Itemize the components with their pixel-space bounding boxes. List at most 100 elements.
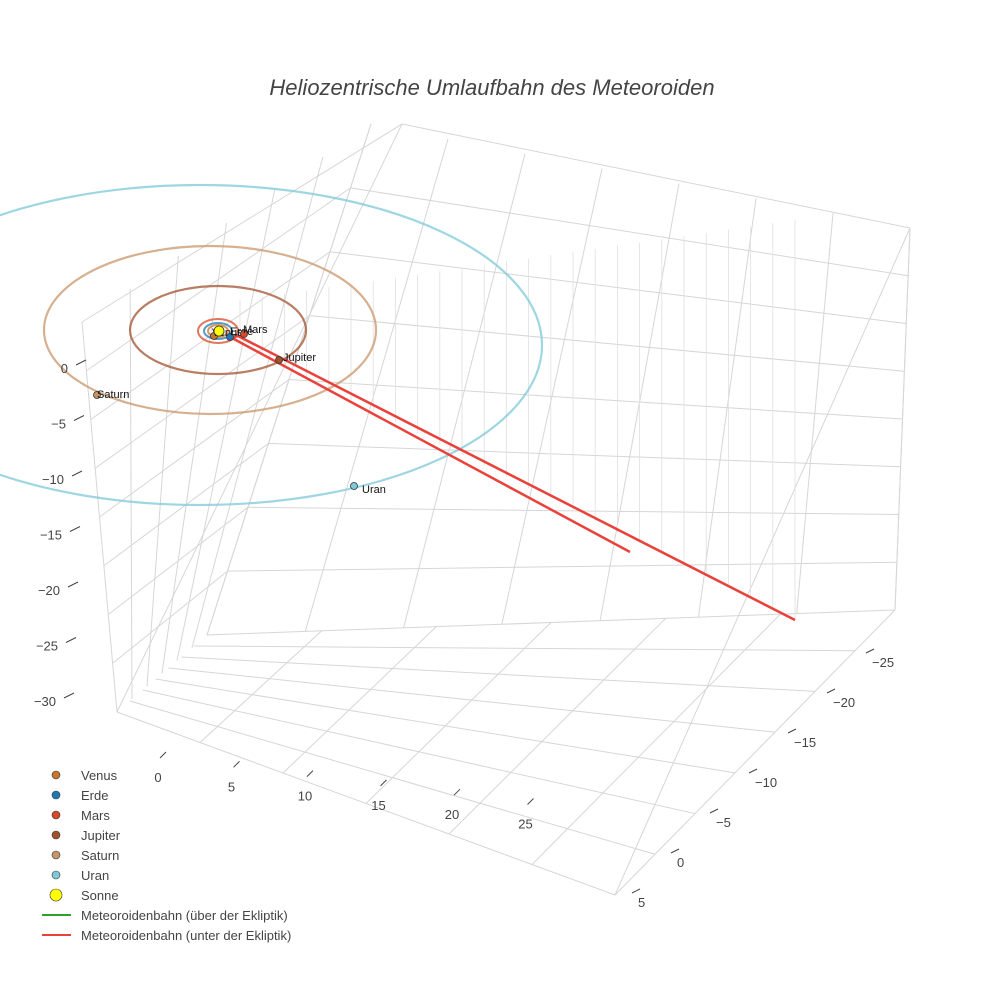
orbit-venus <box>207 324 229 338</box>
planet-label-jupiter: Jupiter <box>283 352 316 364</box>
legend-item: Meteoroidenbahn (unter der Ekliptik) <box>42 928 291 943</box>
z-tick-mark <box>69 526 81 532</box>
y-tick-mark <box>631 888 641 894</box>
y-tick-mark <box>748 768 758 774</box>
grid-line <box>181 656 816 692</box>
planet-label-mars: Mars <box>243 324 268 336</box>
z-axis-ticks: 0 −5 −10 −15 −20 −25 −30 <box>34 359 87 709</box>
y-tick-mark <box>709 808 719 814</box>
z-tick-mark <box>75 359 87 366</box>
grid-line <box>247 506 899 515</box>
legend-label: Meteoroidenbahn (über der Ekliptik) <box>81 908 288 923</box>
planet-marker-jupiter <box>275 356 283 364</box>
planet-label-uran: Uran <box>362 484 386 496</box>
z-tick-mark <box>73 415 85 421</box>
y-tick-label: −15 <box>794 735 816 750</box>
x-tick-mark <box>527 798 534 805</box>
legend: Venus Erde Mars Jupiter Saturn Uran Sonne Meteo… <box>42 768 291 943</box>
grid-line <box>448 617 667 835</box>
y-tick-label: −10 <box>755 775 777 790</box>
legend-item: Meteoroidenbahn (über der Ekliptik) <box>42 908 288 923</box>
x-tick-mark <box>159 751 167 759</box>
z-tick-label: −10 <box>42 472 64 487</box>
legend-label: Sonne <box>81 888 119 903</box>
grid-edge <box>81 123 403 323</box>
grid-line <box>282 626 437 774</box>
legend-item: Venus <box>51 768 118 783</box>
x-tick-mark <box>306 770 314 777</box>
planet-label-saturn: Saturn <box>97 389 129 401</box>
legend-marker <box>49 888 63 902</box>
legend-marker <box>51 870 61 880</box>
planet-marker-saturn <box>93 391 101 399</box>
x-tick-mark <box>233 760 240 768</box>
z-tick-mark <box>65 637 77 643</box>
legend-item: Mars <box>51 808 110 823</box>
legend-item: Sonne <box>49 888 119 903</box>
y-tick-mark <box>787 728 797 734</box>
grid-lines <box>81 123 911 896</box>
y-tick-mark <box>865 648 875 654</box>
grid-line <box>155 678 736 774</box>
grid-line <box>199 630 323 743</box>
x-tick-label: 5 <box>228 779 235 794</box>
grid-line <box>129 700 656 855</box>
y-tick-mark <box>826 688 836 694</box>
grid-line <box>531 613 781 865</box>
x-tick-label: 15 <box>371 798 385 813</box>
x-tick-label: 10 <box>298 789 312 804</box>
legend-label: Mars <box>81 808 110 823</box>
grid-line <box>365 622 552 804</box>
grid-edge <box>614 227 911 896</box>
planet-marker-mars <box>240 330 248 338</box>
grid-line <box>142 689 696 815</box>
y-tick-label: 0 <box>677 855 684 870</box>
x-tick-mark <box>453 788 461 796</box>
z-tick-label: −20 <box>38 583 60 598</box>
legend-label: Erde <box>81 788 108 803</box>
grid-line <box>107 506 249 615</box>
grid-line <box>268 442 901 468</box>
y-tick-label: −25 <box>872 655 894 670</box>
z-tick-label: −5 <box>51 417 66 432</box>
grid-edge <box>116 123 403 713</box>
z-tick-mark <box>63 692 75 699</box>
legend-marker <box>51 810 61 820</box>
grid-edge <box>614 609 896 896</box>
orbit-uran <box>0 183 543 507</box>
grid-line <box>194 645 856 652</box>
z-tick-label: 0 <box>61 361 68 376</box>
orbit-erde <box>203 322 233 340</box>
legend-marker <box>51 770 61 780</box>
legend-label: Venus <box>81 768 118 783</box>
grid-edge <box>401 123 911 229</box>
meteoroid-path-below-1 <box>231 336 631 554</box>
chart-title: Heliozentrische Umlaufbahn des Meteoroid… <box>269 75 714 100</box>
grid-line <box>329 251 907 324</box>
legend-label: Uran <box>81 868 109 883</box>
meteoroid-trajectory <box>231 334 796 622</box>
grid-line <box>112 570 228 664</box>
z-tick-label: −15 <box>40 528 62 543</box>
orbit-jupiter <box>128 284 308 376</box>
y-tick-label: 5 <box>638 895 645 910</box>
legend-marker <box>51 790 61 800</box>
grid-line <box>350 187 909 277</box>
x-tick-label: 25 <box>518 817 532 832</box>
z-tick-label: −25 <box>36 639 58 654</box>
y-tick-mark <box>670 848 680 854</box>
grid-line <box>227 561 897 572</box>
planet-marker-uran <box>350 482 358 490</box>
y-tick-label: −5 <box>716 815 731 830</box>
z-tick-mark <box>67 581 79 588</box>
x-axis-ticks: 0 5 10 15 20 25 <box>154 751 534 832</box>
planet-marker-erde <box>226 333 234 341</box>
z-tick-mark <box>71 470 83 477</box>
grid-line <box>288 379 903 420</box>
legend-marker <box>51 830 61 840</box>
x-tick-mark <box>380 779 387 787</box>
legend-marker <box>51 850 61 860</box>
legend-item: Erde <box>51 788 108 803</box>
